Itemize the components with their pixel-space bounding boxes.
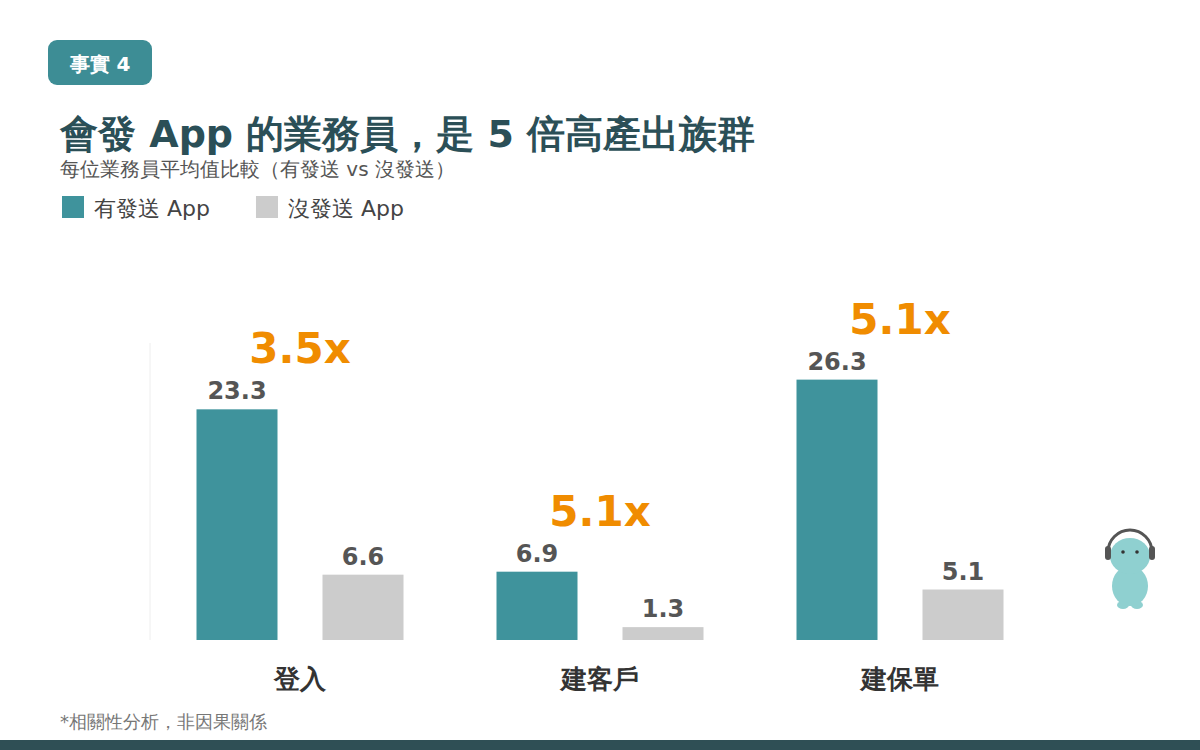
data-label: 23.3: [207, 377, 266, 405]
x-tick-label: 建保單: [859, 664, 939, 694]
legend-label: 沒發送 App: [288, 196, 404, 221]
bar: [323, 575, 404, 640]
bar: [197, 409, 278, 640]
x-tick-label: 登入: [273, 664, 327, 694]
chart-root: 事實 4 會發 App 的業務員，是 5 倍高產出族群每位業務員平均值比較（有發送…: [0, 0, 1200, 750]
mascot-eye: [1135, 550, 1139, 554]
bar: [623, 627, 704, 640]
badge: 事實 4: [69, 52, 131, 76]
badge-bg: [48, 40, 152, 85]
footnote: *相關性分析，非因果關係: [60, 711, 267, 732]
annotation: 5.1x: [849, 295, 951, 344]
legend-entry: 沒發送 App: [256, 196, 404, 221]
data-label: 1.3: [642, 595, 685, 623]
bar: [797, 380, 878, 640]
data-label: 6.9: [516, 540, 559, 568]
mascot: [1105, 530, 1155, 609]
mascot-foot: [1117, 601, 1129, 609]
title: 會發 App 的業務員，是 5 倍高產出族群: [59, 112, 755, 156]
annotation: 5.1x: [549, 487, 651, 536]
mascot-ear: [1105, 546, 1111, 560]
subtitle: 每位業務員平均值比較（有發送 vs 沒發送）: [60, 157, 455, 181]
mascot-foot: [1131, 601, 1143, 609]
data-label: 5.1: [942, 558, 985, 586]
bar: [923, 590, 1004, 640]
labels: 23.3 6.6 登入 3.5x 6.9 1.3 建客戶 5.1x 26.3 5.1 建保單 5.1x: [207, 295, 984, 694]
x-tick-label: 建客戶: [559, 664, 639, 694]
legend-swatch: [62, 196, 84, 218]
bars: [197, 380, 1004, 640]
data-label: 6.6: [342, 543, 385, 571]
legend-entry: 有發送 App: [62, 196, 210, 221]
legend-label: 有發送 App: [94, 196, 210, 221]
data-label: 26.3: [807, 348, 866, 376]
mascot-ear: [1149, 546, 1155, 560]
y-axis-line: [150, 343, 151, 640]
bar: [497, 572, 578, 640]
legend-swatch: [256, 196, 278, 218]
bottom-band: [0, 740, 1200, 750]
mascot-eye: [1121, 550, 1125, 554]
annotation: 3.5x: [249, 324, 351, 373]
mascot-head: [1110, 538, 1150, 574]
